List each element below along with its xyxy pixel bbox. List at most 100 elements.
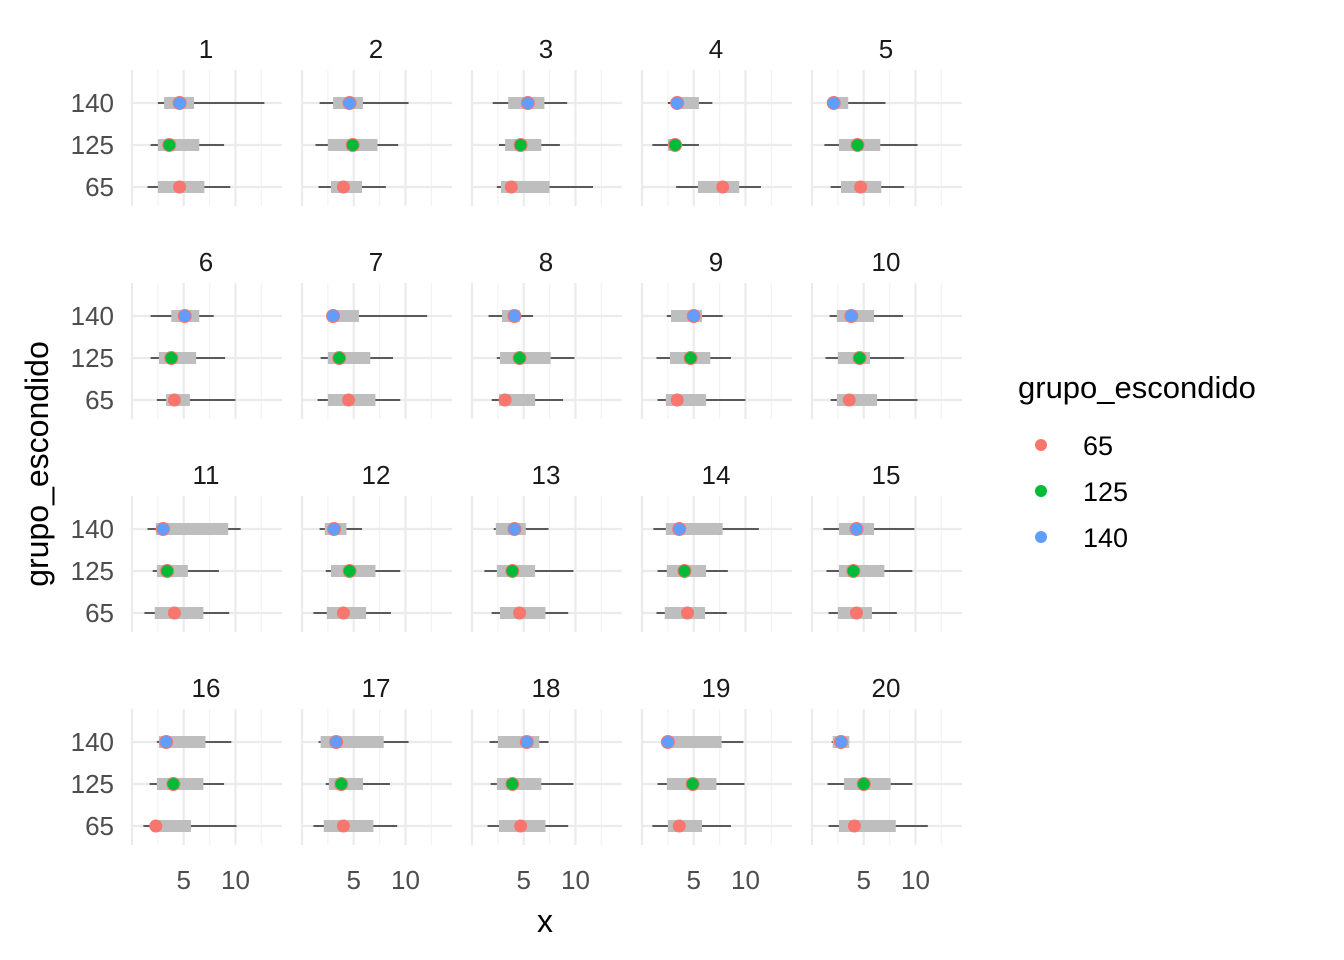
point-125 (846, 564, 861, 578)
point-65 (681, 606, 695, 620)
facet-panel-17: 17 (300, 673, 452, 845)
point-125 (166, 777, 181, 791)
facet-strip-label: 1 (199, 34, 213, 64)
point-125 (856, 777, 871, 791)
point-140 (833, 735, 848, 749)
facet-strip-label: 9 (709, 247, 723, 277)
facet-panel-6: 6 140 125 65 (71, 247, 282, 419)
point-65 (504, 180, 518, 194)
point-140 (849, 522, 864, 536)
y-tick-label: 65 (85, 172, 114, 202)
facet-strip-label: 16 (192, 673, 221, 703)
point-125 (342, 564, 357, 578)
point-65 (716, 180, 730, 194)
point-65 (336, 180, 350, 194)
legend-label-125: 125 (1083, 477, 1128, 507)
point-65 (514, 819, 528, 833)
point-65 (513, 606, 527, 620)
point-140 (326, 309, 341, 323)
point-65 (498, 393, 512, 407)
point-140 (660, 735, 675, 749)
point-125 (334, 777, 349, 791)
y-tick-label: 140 (71, 301, 114, 331)
point-65 (847, 819, 861, 833)
facet-panel-9: 9 (640, 247, 792, 419)
x-tick-label: 5 (516, 865, 530, 895)
facet-strip-label: 14 (702, 460, 731, 490)
y-tick-label: 125 (71, 556, 114, 586)
point-65 (149, 819, 163, 833)
legend-key-65 (1035, 439, 1047, 451)
facet-panel-7: 7 (300, 247, 452, 419)
point-125 (850, 138, 865, 152)
legend-title: grupo_escondido (1018, 370, 1256, 405)
point-125 (162, 138, 177, 152)
facet-panel-13: 13 (470, 460, 622, 632)
point-125 (677, 564, 692, 578)
point-65 (167, 606, 181, 620)
facet-strip-label: 10 (872, 247, 901, 277)
facet-strip-label: 2 (369, 34, 383, 64)
facet-strip-label: 12 (362, 460, 391, 490)
point-65 (167, 393, 181, 407)
facet-panel-16: 16 140 125 65 (71, 673, 282, 845)
facet-panel-5: 5 (810, 34, 962, 206)
point-140 (177, 309, 192, 323)
y-tick-label: 140 (71, 88, 114, 118)
x-tick-label: 5 (346, 865, 360, 895)
point-140 (686, 309, 701, 323)
y-tick-label: 65 (85, 598, 114, 628)
point-65 (854, 180, 868, 194)
facet-panel-1: 1 140 125 65 (71, 34, 282, 206)
facet-panel-19: 19 (640, 673, 792, 845)
y-tick-label: 140 (71, 514, 114, 544)
x-axis-title: x (537, 903, 553, 939)
legend-label-140: 140 (1083, 523, 1128, 553)
point-125 (505, 777, 520, 791)
x-tick-label: 5 (176, 865, 190, 895)
facet-strip-label: 20 (872, 673, 901, 703)
x-tick-label: 10 (901, 865, 930, 895)
interval-bar-125 (838, 565, 885, 577)
facet-strip-label: 11 (193, 460, 220, 490)
point-140 (519, 735, 534, 749)
facet-strip-label: 7 (369, 247, 383, 277)
interval-bar-140 (665, 736, 722, 748)
facet-panel-8: 8 (470, 247, 622, 419)
point-65 (849, 606, 863, 620)
y-tick-label: 125 (71, 769, 114, 799)
point-140 (329, 735, 344, 749)
point-125 (683, 351, 698, 365)
y-tick-label: 65 (85, 385, 114, 415)
point-140 (156, 522, 171, 536)
point-65 (670, 393, 684, 407)
legend-key-140 (1035, 531, 1047, 543)
y-tick-label: 125 (71, 343, 114, 373)
point-125 (852, 351, 867, 365)
x-tick-labels: 5 10 5 10 5 10 5 10 5 10 (176, 865, 929, 895)
panels-layer: 1 140 125 65 2 3 4 5 6 140 125 65 7 8 9 10 11 140 125 65 12 1… (71, 34, 962, 845)
y-axis-title: grupo_escondido (19, 341, 55, 587)
point-140 (159, 735, 174, 749)
point-125 (512, 351, 527, 365)
facet-panel-15: 15 (810, 460, 962, 632)
x-tick-label: 10 (221, 865, 250, 895)
facet-panel-3: 3 (470, 34, 622, 206)
point-140 (327, 522, 342, 536)
point-140 (172, 96, 187, 110)
point-125 (513, 138, 528, 152)
point-65 (342, 393, 356, 407)
facet-panel-18: 18 (470, 673, 622, 845)
interval-bar-65 (838, 820, 896, 832)
x-tick-label: 10 (391, 865, 420, 895)
facet-strip-label: 8 (539, 247, 553, 277)
facet-strip-label: 13 (532, 460, 561, 490)
facet-strip-label: 6 (199, 247, 213, 277)
facet-strip-label: 18 (532, 673, 561, 703)
point-140 (672, 522, 687, 536)
facet-strip-label: 19 (702, 673, 731, 703)
point-140 (507, 309, 522, 323)
point-125 (668, 138, 683, 152)
y-tick-label: 140 (71, 727, 114, 757)
